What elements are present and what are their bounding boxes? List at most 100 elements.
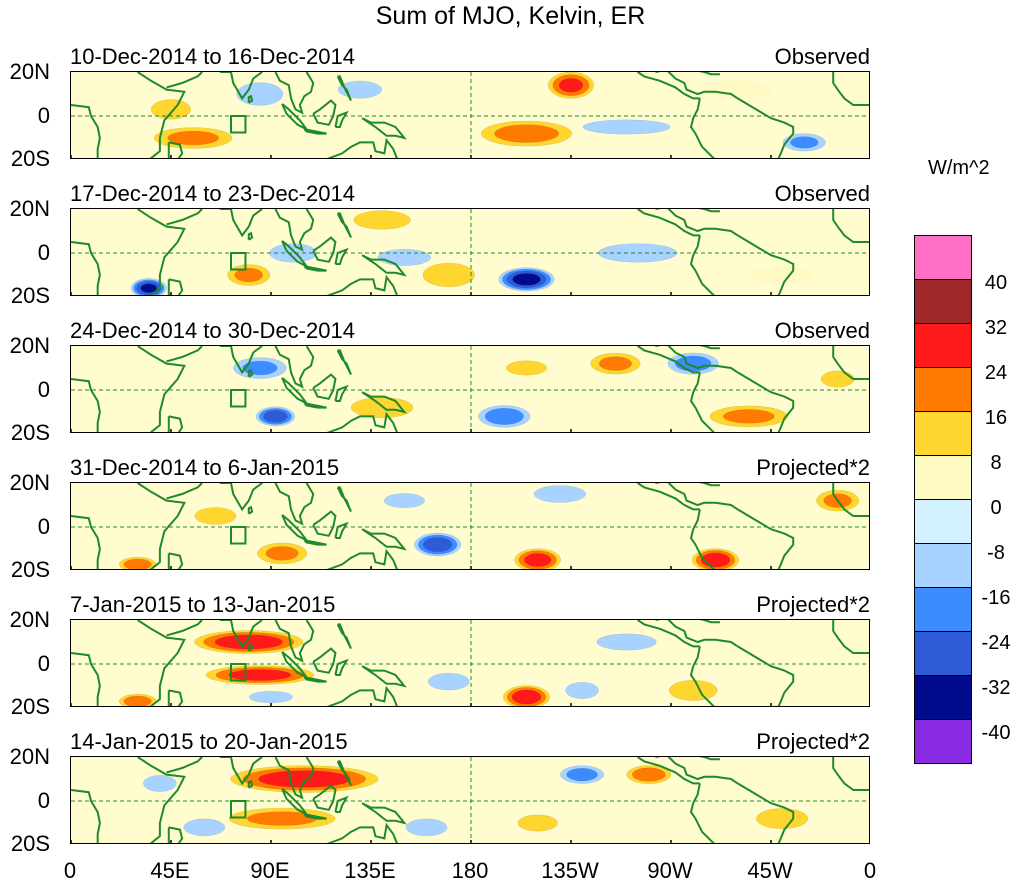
coastline bbox=[219, 209, 263, 238]
panel-4-status: Projected*2 bbox=[756, 455, 870, 480]
anomaly-contour bbox=[350, 397, 414, 419]
coastline bbox=[247, 231, 254, 241]
coastline bbox=[637, 620, 700, 648]
anomaly-contour bbox=[631, 767, 666, 782]
coastline bbox=[361, 254, 407, 277]
lat-tick-20s: 20S bbox=[10, 557, 50, 582]
coastline bbox=[137, 209, 186, 295]
colorbar-label: 32 bbox=[984, 317, 1008, 339]
colorbar-label: -32 bbox=[981, 677, 1011, 699]
coastline bbox=[737, 782, 795, 843]
coastline bbox=[336, 760, 352, 787]
colorbar-label: -16 bbox=[981, 587, 1011, 609]
coastline bbox=[166, 72, 203, 89]
coastline bbox=[637, 757, 700, 785]
coastline bbox=[689, 646, 715, 706]
coastline bbox=[71, 104, 101, 158]
coastline bbox=[334, 795, 349, 813]
coastline bbox=[137, 346, 186, 432]
coastline bbox=[689, 509, 715, 569]
lon-tick-45w: 45W bbox=[747, 858, 793, 883]
colorbar-label: -40 bbox=[981, 722, 1011, 744]
lon-tick-360: 0 bbox=[863, 858, 877, 883]
anomaly-contour bbox=[702, 80, 774, 99]
coastline bbox=[274, 209, 315, 252]
coastline bbox=[303, 265, 327, 272]
map-panel-5 bbox=[70, 619, 870, 707]
coastline bbox=[361, 802, 407, 825]
lat-tick-0: 0 bbox=[37, 240, 50, 265]
coastline bbox=[303, 539, 327, 546]
coastline bbox=[166, 346, 203, 363]
coastline bbox=[303, 402, 327, 409]
coastline bbox=[71, 652, 101, 706]
coastline bbox=[361, 117, 407, 140]
panel-4-date: 31-Dec-2014 to 6-Jan-2015 bbox=[70, 455, 340, 480]
coastline bbox=[655, 346, 739, 374]
colorbar-swatch bbox=[914, 367, 972, 412]
lat-tick-0: 0 bbox=[37, 103, 50, 128]
panel-3-status: Observed bbox=[774, 318, 870, 343]
lat-tick-20n: 20N bbox=[9, 470, 50, 495]
reference-box bbox=[230, 663, 247, 682]
anomaly-contour bbox=[422, 537, 453, 553]
coastline bbox=[689, 235, 715, 295]
coastline bbox=[637, 346, 700, 374]
anomaly-contour bbox=[377, 248, 432, 266]
map-panel-3-svg bbox=[71, 346, 869, 432]
coastline bbox=[303, 128, 327, 135]
colorbar-swatch bbox=[914, 631, 972, 676]
lat-tick-0: 0 bbox=[37, 651, 50, 676]
coastline bbox=[689, 783, 715, 843]
panel-6-status: Projected*2 bbox=[756, 729, 870, 754]
anomaly-contour bbox=[598, 356, 632, 371]
coastline bbox=[219, 346, 263, 375]
anomaly-contour bbox=[183, 818, 226, 837]
coastline bbox=[167, 689, 184, 706]
anomaly-contour bbox=[405, 818, 448, 837]
coastline bbox=[699, 757, 720, 761]
colorbar-label: 40 bbox=[984, 272, 1008, 294]
anomaly-contour bbox=[675, 355, 712, 372]
lat-tick-20n: 20N bbox=[9, 59, 50, 84]
anomaly-contour bbox=[234, 267, 263, 283]
anomaly-contour bbox=[383, 493, 425, 509]
coastline bbox=[247, 642, 254, 652]
colorbar-swatch bbox=[914, 719, 972, 764]
coastline bbox=[167, 415, 184, 432]
coastline bbox=[334, 384, 349, 402]
coastline bbox=[737, 645, 795, 706]
coastline bbox=[361, 391, 407, 414]
panel-1-status: Observed bbox=[774, 44, 870, 69]
colorbar-swatch bbox=[914, 675, 972, 720]
coastline bbox=[655, 72, 739, 100]
anomaly-contour bbox=[820, 370, 855, 388]
anomaly-contour bbox=[228, 669, 292, 681]
anomaly-contour bbox=[263, 410, 288, 423]
reference-box bbox=[230, 526, 247, 545]
lat-tick-20s: 20S bbox=[10, 283, 50, 308]
coastline bbox=[737, 371, 795, 432]
anomaly-contour bbox=[512, 273, 541, 286]
lat-tick-20n: 20N bbox=[9, 333, 50, 358]
coastline bbox=[274, 346, 315, 389]
coastline bbox=[737, 234, 795, 295]
lon-tick-180: 180 bbox=[451, 858, 489, 883]
coastline bbox=[699, 483, 720, 487]
coastline bbox=[326, 411, 398, 432]
coastline bbox=[166, 209, 203, 226]
anomaly-contour bbox=[582, 119, 671, 135]
anomaly-contour bbox=[427, 672, 470, 691]
coastline bbox=[274, 620, 315, 663]
colorbar-swatch bbox=[914, 543, 972, 588]
anomaly-contour bbox=[524, 553, 552, 567]
coastline bbox=[655, 209, 739, 237]
coastline bbox=[303, 676, 327, 683]
coastline bbox=[336, 212, 352, 239]
coastline bbox=[334, 658, 349, 676]
coastline bbox=[312, 99, 337, 126]
coastline bbox=[247, 505, 254, 515]
anomaly-contour bbox=[511, 689, 542, 705]
coastline bbox=[832, 72, 869, 106]
anomaly-contour bbox=[750, 266, 815, 284]
